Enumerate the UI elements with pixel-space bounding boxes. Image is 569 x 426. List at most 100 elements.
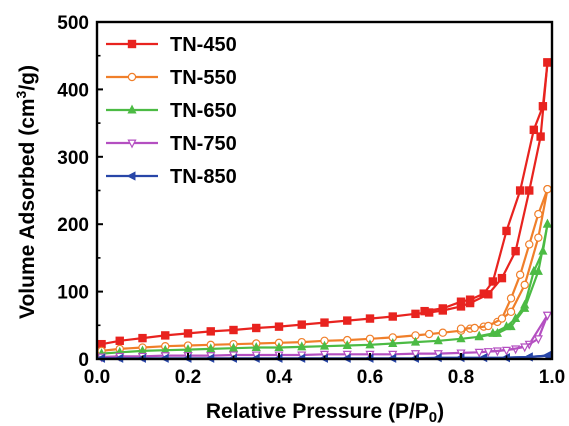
data-point (483, 348, 493, 358)
y-axis-title: Volume Adsorbed (cm3/g) (13, 65, 39, 319)
y-tick-label: 200 (57, 215, 89, 236)
data-point (536, 132, 545, 141)
x-tick-label: 0.2 (175, 367, 201, 388)
data-point (501, 346, 512, 356)
y-tick-label: 0 (78, 350, 89, 371)
x-tick-label: 0.6 (357, 367, 383, 388)
data-point (534, 233, 543, 242)
data-point (525, 240, 534, 249)
data-point (533, 335, 543, 345)
data-point (488, 277, 498, 286)
data-point (520, 343, 530, 353)
legend-marker (127, 39, 137, 49)
x-tick-label: 1.0 (539, 367, 565, 388)
legend-marker (127, 104, 137, 114)
legend-label: TN-450 (170, 34, 237, 56)
data-point (229, 325, 238, 335)
data-point (420, 306, 429, 316)
data-point (474, 348, 484, 358)
data-point (438, 304, 448, 313)
legend-marker (127, 72, 137, 82)
data-point (502, 226, 511, 236)
plot-frame (95, 20, 554, 361)
legend-item-tn-550: TN-550 (106, 67, 237, 89)
data-point (274, 322, 284, 331)
data-point (501, 321, 512, 331)
data-point (511, 313, 521, 323)
series-tn-450 (97, 58, 552, 349)
legend-item-tn-750: TN-750 (106, 133, 237, 155)
data-point (484, 321, 493, 331)
data-point (541, 351, 551, 361)
data-point (433, 335, 443, 345)
data-point (228, 342, 239, 352)
legend: TN-450 TN-550 TN-650 TN-750 TN-850 (106, 34, 237, 188)
data-point (525, 186, 534, 195)
data-point (543, 58, 552, 67)
data-point (538, 245, 548, 255)
y-tick-label: 500 (57, 13, 89, 34)
data-point (542, 311, 553, 321)
data-point (388, 338, 398, 347)
data-point (538, 102, 548, 111)
axes: 0.0 0.2 0.4 0.6 0.8 1.0 0 100 200 300 400 500 (57, 13, 565, 388)
data-point (470, 323, 479, 333)
data-point (529, 265, 539, 275)
data-point (520, 299, 530, 309)
data-point (274, 342, 284, 352)
x-tick-label: 0.8 (448, 367, 474, 388)
data-point (529, 125, 539, 135)
data-point (183, 329, 193, 338)
data-point (497, 273, 507, 283)
data-point (506, 294, 516, 303)
data-point (365, 339, 375, 349)
x-tick-label: 0.4 (266, 367, 293, 388)
data-point (497, 314, 507, 323)
data-point (115, 336, 124, 346)
x-axis-title: Relative Pressure (P/P0) (206, 400, 444, 426)
data-point (297, 341, 307, 351)
data-point (424, 329, 434, 339)
legend-item-tn-450: TN-450 (106, 34, 237, 56)
data-point (297, 320, 306, 329)
series-tn-550 (97, 184, 552, 356)
data-point (456, 297, 466, 306)
data-point (206, 343, 216, 353)
data-point (206, 327, 215, 336)
data-point (319, 340, 330, 350)
data-point (410, 336, 421, 346)
data-point (252, 323, 261, 333)
legend-item-tn-650: TN-650 (106, 100, 237, 122)
data-point (438, 328, 447, 337)
data-point (520, 280, 529, 290)
data-point (479, 289, 488, 298)
series-line-adsorption (101, 62, 549, 346)
data-point (138, 333, 147, 343)
legend-marker (127, 139, 137, 149)
data-point (320, 318, 329, 327)
data-point (456, 333, 466, 343)
data-point (251, 342, 261, 352)
data-point (411, 309, 420, 319)
data-point (97, 339, 106, 349)
data-point (388, 312, 397, 321)
data-point (488, 327, 498, 337)
data-point (410, 350, 421, 360)
series-line-desorption (460, 188, 549, 330)
legend-label: TN-550 (170, 67, 237, 89)
data-point (161, 331, 170, 340)
data-point (534, 209, 543, 219)
legend-item-tn-850: TN-850 (106, 166, 237, 188)
legend-label: TN-750 (170, 133, 237, 155)
data-point (456, 324, 466, 333)
x-tick-label: 0.0 (84, 367, 110, 388)
data-point (465, 295, 475, 304)
data-point (474, 330, 484, 340)
y-tick-label: 300 (57, 148, 89, 169)
data-point (365, 314, 375, 323)
legend-label: TN-850 (170, 166, 237, 188)
legend-marker (126, 171, 136, 181)
data-point (543, 184, 552, 194)
data-point (515, 186, 525, 195)
